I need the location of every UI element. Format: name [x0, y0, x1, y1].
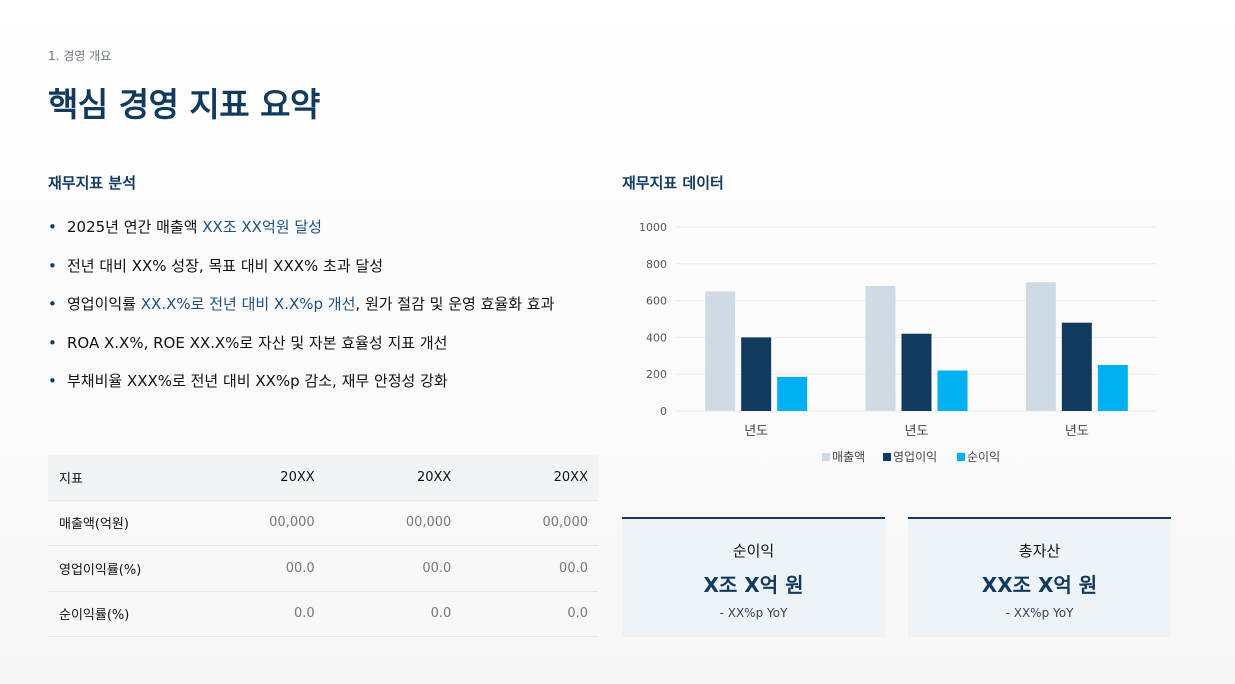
table-header-row: 지표 20XX 20XX 20XX — [48, 455, 598, 501]
table-header-cell: 지표 — [48, 455, 188, 501]
total-assets-card: 총자산 XX조 X억 원 - XX%p YoY — [908, 517, 1171, 637]
bar-순이익 — [937, 370, 968, 411]
y-tick-label: 0 — [660, 405, 667, 418]
y-tick-label: 800 — [646, 258, 667, 271]
table-cell: 0.0 — [188, 591, 325, 637]
financial-data-title: 재무지표 데이터 — [622, 174, 724, 192]
bullet-text: , 원가 절감 및 운영 효율화 효과 — [355, 295, 555, 313]
table-cell: 00,000 — [461, 500, 598, 546]
table-cell: 순이익률(%) — [48, 591, 188, 637]
analysis-bullet: 영업이익률 XX.X%로 전년 대비 X.X%p 개선, 원가 절감 및 운영 … — [48, 294, 608, 333]
analysis-bullet-list: 2025년 연간 매출액 XX조 XX억원 달성전년 대비 XX% 성장, 목표… — [48, 217, 608, 410]
table-row: 순이익률(%) 0.0 0.0 0.0 — [48, 591, 598, 637]
x-tick-label: 년도 — [744, 424, 768, 439]
card-value: XX조 X억 원 — [981, 573, 1098, 597]
net-income-card: 순이익 X조 X억 원 - XX%p YoY — [622, 517, 885, 637]
bar-매출액 — [1025, 282, 1056, 411]
table-cell: 영업이익률(%) — [48, 545, 188, 592]
analysis-bullet: 전년 대비 XX% 성장, 목표 대비 XXX% 초과 달성 — [48, 256, 608, 295]
page-title: 핵심 경영 지표 요약 — [48, 85, 320, 124]
table-cell: 00.0 — [324, 545, 462, 592]
table-cell: 00.0 — [461, 545, 598, 592]
legend-entry: 순이익 — [967, 450, 1000, 464]
analysis-bullet: 2025년 연간 매출액 XX조 XX억원 달성 — [48, 217, 608, 256]
x-tick-label: 년도 — [905, 424, 929, 439]
y-tick-label: 400 — [646, 331, 667, 344]
table-cell: 매출액(억원) — [48, 500, 188, 546]
x-tick-label: 년도 — [1065, 424, 1089, 439]
bullet-text: ROA X.X%, ROE XX.X%로 자산 및 자본 효율성 지표 개선 — [67, 333, 448, 352]
table-cell: 0.0 — [461, 591, 598, 637]
bullet-text: 전년 대비 XX% 성장, 목표 대비 XXX% 초과 달성 — [67, 256, 383, 275]
bullet-text: 영업이익률 — [67, 295, 141, 313]
bar-매출액 — [705, 291, 736, 411]
metrics-table: 지표 20XX 20XX 20XX 매출액(억원) 00,000 00,000 … — [48, 455, 598, 637]
bullet-text: 2025년 연간 매출액 — [67, 218, 203, 236]
card-label: 총자산 — [1018, 542, 1061, 560]
legend-entry: 매출액 — [832, 450, 865, 464]
card-yoy: - XX%p YoY — [1005, 606, 1074, 620]
table-cell: 00.0 — [188, 545, 325, 592]
bullet-text: 부채비율 XXX%로 전년 대비 XX%p 감소, 재무 안정성 강화 — [67, 372, 448, 390]
bar-영업이익 — [901, 333, 932, 411]
legend-entry: 영업이익 — [893, 450, 937, 464]
section-label: 1. 경영 개요 — [48, 49, 112, 63]
table-cell: 00,000 — [188, 500, 325, 546]
table-cell: 0.0 — [324, 591, 462, 637]
legend-swatch — [883, 453, 891, 461]
financial-analysis-title: 재무지표 분석 — [48, 174, 137, 192]
bar-영업이익 — [1061, 322, 1092, 411]
table-header-cell: 20XX — [188, 455, 325, 501]
y-tick-label: 1000 — [639, 221, 667, 234]
analysis-bullet: ROA X.X%, ROE XX.X%로 자산 및 자본 효율성 지표 개선 — [48, 333, 608, 372]
legend-swatch — [957, 453, 965, 461]
table-header-cell: 20XX — [461, 455, 598, 501]
table-cell: 00,000 — [324, 500, 462, 546]
card-value: X조 X억 원 — [703, 573, 804, 597]
bar-매출액 — [865, 285, 896, 411]
highlight-text: XX.X%로 전년 대비 X.X%p 개선 — [140, 295, 356, 313]
table-header-cell: 20XX — [324, 455, 462, 501]
bar-영업이익 — [741, 337, 772, 411]
table-row: 영업이익률(%) 00.0 00.0 00.0 — [48, 545, 598, 592]
card-label: 순이익 — [732, 542, 775, 560]
legend-swatch — [822, 453, 830, 461]
card-yoy: - XX%p YoY — [719, 606, 788, 620]
bar-순이익 — [777, 376, 808, 411]
y-tick-label: 600 — [646, 295, 667, 308]
highlight-text: XX조 XX억원 달성 — [202, 218, 322, 236]
y-tick-label: 200 — [646, 368, 667, 381]
analysis-bullet: 부채비율 XXX%로 전년 대비 XX%p 감소, 재무 안정성 강화 — [48, 371, 608, 410]
table-row: 매출액(억원) 00,000 00,000 00,000 — [48, 500, 598, 546]
bar-순이익 — [1097, 365, 1128, 411]
